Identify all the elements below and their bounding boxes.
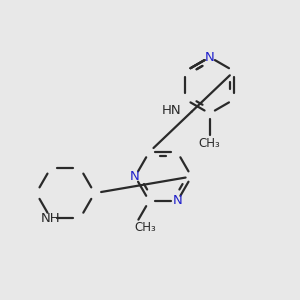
Text: CH₃: CH₃	[134, 221, 156, 234]
Text: N: N	[130, 170, 140, 183]
Text: N: N	[205, 51, 214, 64]
Text: NH: NH	[41, 212, 61, 225]
Text: N: N	[172, 194, 182, 208]
Text: CH₃: CH₃	[199, 137, 220, 150]
Text: HN: HN	[162, 103, 182, 116]
